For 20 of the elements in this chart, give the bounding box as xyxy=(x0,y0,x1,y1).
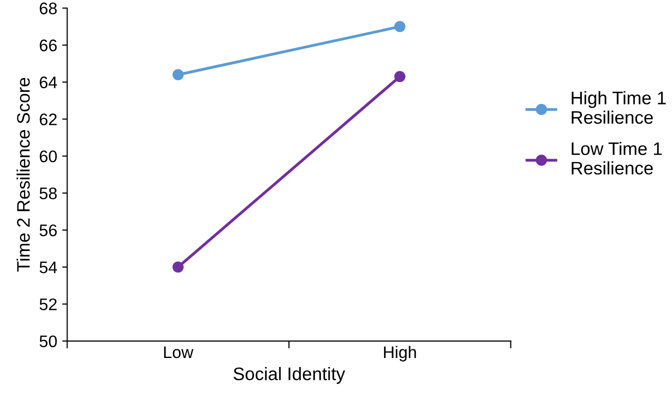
y-tick-label: 62 xyxy=(40,113,57,126)
y-tick-label: 66 xyxy=(40,40,57,52)
y-tick-label: 56 xyxy=(40,224,57,236)
y-tick-label: 54 xyxy=(40,262,57,274)
legend-label: High Time 1 Resilience xyxy=(572,91,666,124)
y-tick-label: 58 xyxy=(40,187,57,200)
point xyxy=(394,21,406,32)
legend-label: Low Time 1 Resilience xyxy=(572,142,662,175)
x-tick-label: Low xyxy=(164,346,194,358)
x-axis-title: Social Identity xyxy=(234,366,346,384)
point xyxy=(394,70,406,82)
y-tick-label: 50 xyxy=(40,335,57,348)
y-tick-label: 60 xyxy=(40,150,57,162)
y-axis-title: Time 2 Resilience Score xyxy=(16,78,30,272)
y-tick-label: 64 xyxy=(40,76,57,88)
y-tick-label: 52 xyxy=(40,298,57,310)
x-tick-label: High xyxy=(384,346,416,362)
point xyxy=(172,69,184,80)
point xyxy=(172,262,184,273)
y-tick-label: 68 xyxy=(40,2,57,14)
